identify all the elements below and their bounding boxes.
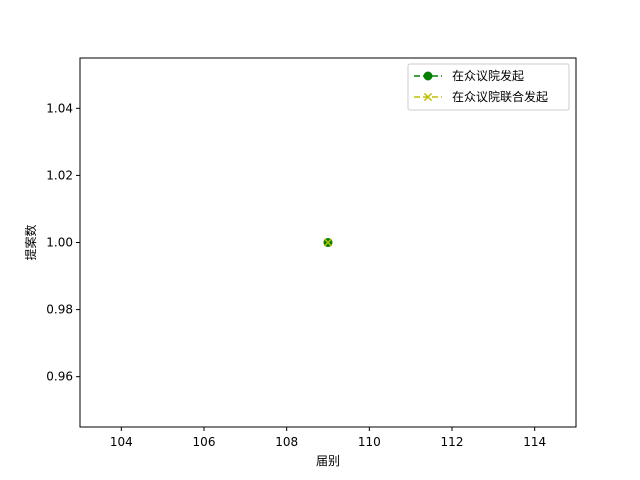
- x-tick-label: 108: [275, 435, 298, 449]
- y-tick-label: 0.98: [46, 303, 73, 317]
- x-tick-label: 112: [441, 435, 464, 449]
- x-axis: 104 106 108 110 112 114: [110, 427, 546, 449]
- y-tick-label: 1.00: [46, 236, 73, 250]
- legend-label: 在众议院发起: [452, 68, 524, 83]
- legend-label: 在众议院联合发起: [452, 89, 548, 104]
- legend-box: [407, 63, 570, 111]
- x-tick-label: 104: [110, 435, 133, 449]
- x-tick-label: 114: [523, 435, 546, 449]
- y-tick-label: 1.04: [46, 101, 73, 115]
- legend-item-2: 在众议院联合发起: [414, 89, 548, 104]
- legend-item-1: 在众议院发起: [414, 68, 524, 83]
- y-tick-label: 1.02: [46, 168, 73, 182]
- legend-marker-circle: [423, 71, 433, 81]
- y-axis-label: 提案数: [23, 224, 38, 260]
- data-point-x: [323, 238, 333, 247]
- y-axis: 0.96 0.98 1.00 1.02 1.04: [46, 101, 80, 384]
- x-axis-label: 届别: [316, 454, 340, 468]
- series-2: [323, 238, 333, 247]
- x-tick-label: 106: [193, 435, 216, 449]
- legend-marker-x: [423, 92, 433, 102]
- series-layer: [323, 238, 333, 247]
- x-tick-label: 110: [358, 435, 381, 449]
- y-tick-label: 0.96: [46, 370, 73, 384]
